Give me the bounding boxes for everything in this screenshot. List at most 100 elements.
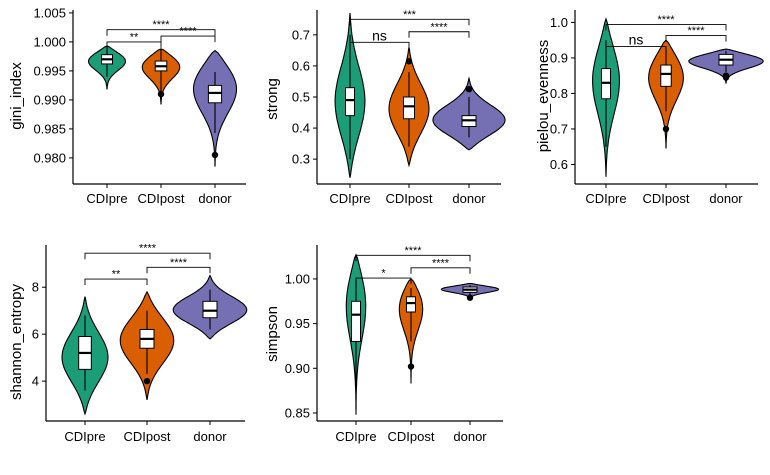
violin-donor [192, 49, 238, 167]
x-tick-label: CDIpre [585, 191, 626, 206]
significance-label: **** [687, 25, 705, 37]
bracket-line [355, 254, 471, 262]
significance-bracket: **** [160, 26, 216, 43]
violin-donor [688, 48, 764, 85]
significance-label: **** [657, 14, 675, 26]
violin-donor [432, 76, 506, 151]
significance-label: ** [112, 269, 121, 281]
violin-cdipre [334, 13, 366, 178]
bracket-line [84, 278, 148, 286]
outlier-point [405, 58, 413, 65]
x-tick-label: CDIpost [138, 191, 185, 206]
y-tick-label: 0.7 [550, 121, 568, 136]
violin-donor [172, 274, 248, 340]
y-tick-label: 4 [32, 374, 39, 389]
y-tick-label: 0.7 [292, 27, 310, 42]
panel-pielou-evenness: pielou_evenness 0.6 0.7 0.8 0.9 1.0 CDIpre CDI… [535, 10, 764, 206]
outlier-point [157, 90, 165, 98]
significance-bracket: **** [84, 243, 211, 260]
x-tick-label: CDIpre [64, 429, 105, 444]
x-tick-label: CDIpre [335, 429, 376, 444]
outlier-point [722, 74, 730, 81]
significance-bracket: **** [605, 14, 727, 31]
outlier-point [466, 294, 474, 301]
box-iqr [406, 296, 416, 313]
box-iqr [351, 300, 361, 342]
x-tick-label: CDIpre [329, 191, 370, 206]
box-iqr [207, 84, 223, 104]
significance-label: ns [629, 32, 644, 48]
y-tick-label: 0.3 [292, 152, 310, 167]
significance-bracket: **** [355, 245, 471, 262]
x-tick-label: CDIpre [86, 191, 127, 206]
bracket-line [146, 266, 211, 274]
violin-cdipost [648, 39, 684, 149]
y-tick-label: 1.00 [285, 271, 310, 286]
outlier-point [662, 125, 670, 133]
y-tick-label: 0.6 [292, 58, 310, 73]
x-tick-label: CDIpost [124, 429, 171, 444]
x-tick-label: CDIpost [386, 191, 433, 206]
y-tick-label: 1.000 [33, 34, 66, 49]
violin-cdipre [592, 17, 620, 177]
y-axis-title: pielou_evenness [535, 40, 552, 153]
significance-bracket: ns [605, 32, 667, 53]
panel-strong: strong 0.3 0.4 0.5 0.6 0.7 CDIpre CDIpost donor… [264, 9, 506, 206]
significance-bracket: **** [408, 21, 470, 38]
x-tick-label: donor [193, 429, 227, 444]
x-tick-label: CDIpost [643, 191, 690, 206]
y-tick-label: 8 [32, 280, 39, 295]
y-tick-label: 0.6 [550, 157, 568, 172]
y-tick-label: 0.995 [33, 63, 66, 78]
box-iqr [660, 64, 672, 87]
significance-label: ** [130, 31, 139, 43]
violin-cdipre [345, 253, 367, 415]
significance-bracket: ** [84, 269, 148, 286]
violin-donor [440, 282, 500, 301]
x-tick-label: donor [198, 191, 232, 206]
x-tick-label: donor [709, 191, 743, 206]
outlier-point [211, 151, 219, 159]
y-axis-title: strong [264, 78, 281, 120]
violin-cdipre [61, 296, 109, 416]
violin-cdipost [141, 48, 181, 105]
y-axis-title: simpson [264, 306, 281, 362]
y-tick-label: 0.8 [550, 86, 568, 101]
panel-simpson: simpson 0.85 0.90 0.95 1.00 CDIpre CDIpost don… [264, 245, 503, 444]
y-tick-label: 0.85 [285, 405, 310, 420]
outlier-point [465, 86, 473, 93]
y-tick-label: 0.9 [550, 50, 568, 65]
significance-label: * [381, 268, 386, 280]
x-tick-label: CDIpost [388, 429, 435, 444]
outlier-point [143, 377, 151, 385]
bracket-line [665, 35, 727, 42]
y-tick-label: 0.95 [285, 316, 310, 331]
bracket-line [84, 252, 211, 260]
significance-bracket: **** [665, 25, 727, 42]
bracket-line [349, 41, 410, 49]
bracket-line [349, 18, 470, 26]
y-tick-label: 1.005 [33, 5, 66, 20]
significance-bracket: **** [410, 257, 471, 274]
y-tick-label: 1.0 [550, 15, 568, 30]
box-iqr [202, 300, 218, 319]
x-tick-label: donor [452, 191, 486, 206]
violin-cdipre [87, 45, 127, 90]
panel-gini-index: gini_index 0.980 0.985 0.990 0.995 1.000 1.00… [8, 5, 246, 206]
significance-label: *** [403, 9, 417, 21]
violin-cdipost [398, 278, 424, 384]
y-tick-label: 6 [32, 327, 39, 342]
y-axis-title: shannon_entropy [8, 284, 25, 400]
bracket-line [605, 24, 727, 31]
significance-label: **** [432, 257, 450, 269]
outlier-point [407, 363, 415, 370]
box-iqr [403, 96, 415, 120]
significance-bracket: ** [106, 31, 162, 48]
y-tick-label: 0.990 [33, 92, 66, 107]
significance-label: **** [404, 245, 422, 257]
significance-label: **** [170, 257, 188, 269]
significance-bracket: **** [146, 257, 211, 274]
bracket-line [160, 35, 216, 43]
